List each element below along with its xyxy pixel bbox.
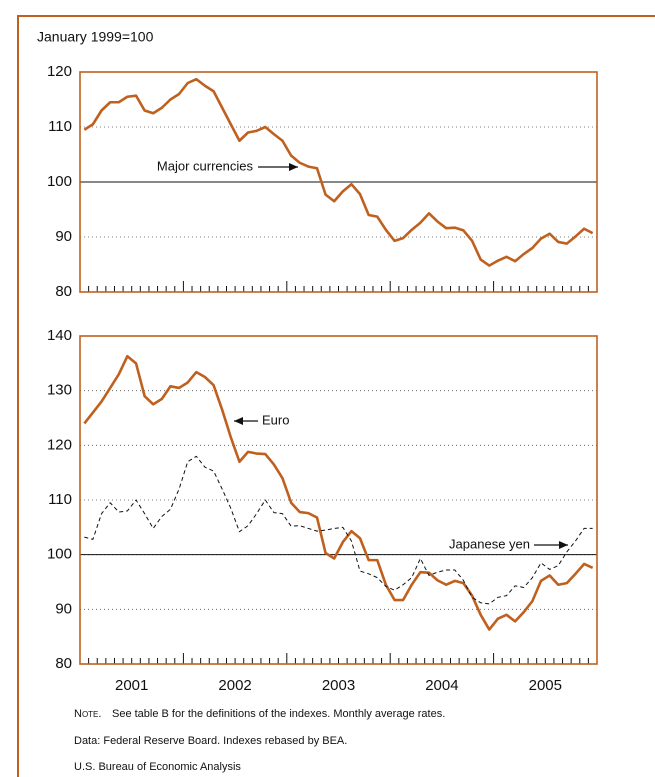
plot-frame <box>79 71 598 293</box>
arrow-head <box>559 541 568 549</box>
plot-frame <box>79 335 598 665</box>
note-text: See table B for the definitions of the i… <box>112 708 445 720</box>
y-tick-label: 100 <box>47 173 72 190</box>
series-label: Major currencies <box>157 158 254 173</box>
y-tick-label: 110 <box>48 118 72 135</box>
x-tick-label: 2002 <box>218 677 251 694</box>
series-line <box>83 77 594 267</box>
y-tick-label: 90 <box>55 228 72 245</box>
y-tick-label: 80 <box>55 655 72 672</box>
series-line <box>84 455 593 605</box>
x-tick-label: 2004 <box>425 677 458 694</box>
source: Data: Federal Reserve Board. Indexes reb… <box>74 735 347 747</box>
y-tick-label: 100 <box>47 546 72 563</box>
y-tick-label: 90 <box>55 600 72 617</box>
series-line <box>83 354 594 631</box>
arrow-head <box>289 163 298 171</box>
series-label: Japanese yen <box>449 536 530 551</box>
credit: U.S. Bureau of Economic Analysis <box>74 761 241 773</box>
note-label: Note. <box>74 708 101 720</box>
y-tick-label: 120 <box>47 436 72 453</box>
x-tick-label: 2005 <box>529 677 562 694</box>
y-tick-label: 130 <box>47 382 72 399</box>
y-tick-label: 110 <box>48 491 72 508</box>
y-tick-label: 140 <box>47 327 72 344</box>
arrow-head <box>234 417 243 425</box>
y-tick-label: 120 <box>47 63 72 80</box>
x-tick-label: 2001 <box>115 677 148 694</box>
y-unit-label: January 1999=100 <box>37 29 154 45</box>
y-tick-label: 80 <box>55 283 72 300</box>
x-tick-label: 2003 <box>322 677 355 694</box>
series-label: Euro <box>262 412 289 427</box>
